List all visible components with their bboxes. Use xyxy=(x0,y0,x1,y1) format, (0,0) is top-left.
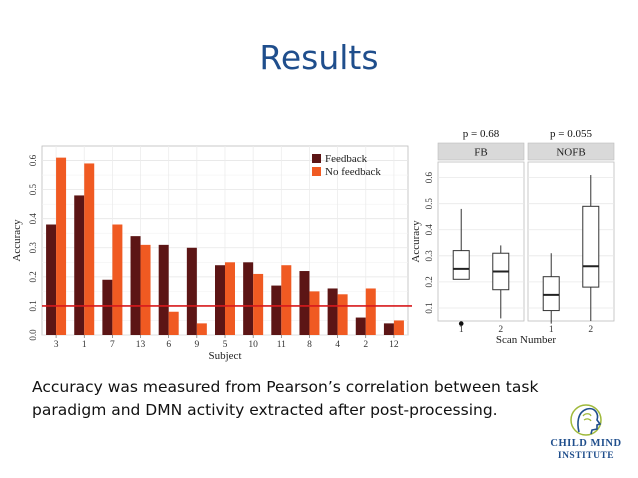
institute-logo: CHILD MIND INSTITUTE xyxy=(543,402,629,464)
bar-feedback xyxy=(299,271,310,335)
facet-strip xyxy=(437,142,525,161)
bar-feedback xyxy=(130,236,141,335)
box-plot-chart: p = 0.68 FB 1 2 p = 0.055 NOFB 1 2 0.1 0.2 0.3 0.4 0… xyxy=(410,128,615,346)
x-tick-label: 13 xyxy=(136,340,146,350)
logo-text-line1: CHILD MIND xyxy=(550,438,622,449)
logo-text-line2: INSTITUTE xyxy=(557,451,615,461)
bar-feedback xyxy=(46,224,57,335)
slide-title: Results xyxy=(259,38,379,77)
y-tick-label: 0.2 xyxy=(28,271,38,282)
bar-feedback xyxy=(158,244,169,335)
bar-feedback xyxy=(74,195,85,335)
head-profile-icon xyxy=(570,404,602,436)
bar-feedback xyxy=(327,288,338,335)
bar-no-feedback xyxy=(253,273,264,335)
box-outlier xyxy=(458,321,464,326)
panel-area xyxy=(527,161,615,322)
bar-feedback xyxy=(243,262,254,335)
p-value-label: p = 0.055 xyxy=(550,128,592,140)
legend-label: Feedback xyxy=(325,153,368,165)
bar-no-feedback xyxy=(168,311,179,335)
x-tick-label: 2 xyxy=(363,340,368,350)
box xyxy=(542,276,560,312)
x-tick-label: 11 xyxy=(277,340,286,350)
x-tick-label: 1 xyxy=(549,325,554,335)
bar-no-feedback xyxy=(56,157,67,335)
p-value-label: p = 0.68 xyxy=(463,128,500,140)
bar-no-feedback xyxy=(140,244,151,335)
panel-area xyxy=(437,161,525,322)
bar-feedback xyxy=(383,323,394,335)
slide-caption: Accuracy was measured from Pearson’s cor… xyxy=(32,378,539,419)
legend-swatch xyxy=(312,154,321,163)
bar-no-feedback xyxy=(196,323,207,335)
x-tick-label: 1 xyxy=(82,340,87,350)
y-tick-label: 0.1 xyxy=(28,300,38,311)
y-tick-label: 0.5 xyxy=(28,183,38,195)
legend-label: No feedback xyxy=(325,166,381,178)
bar-feedback xyxy=(215,265,225,335)
x-tick-label: 6 xyxy=(166,340,171,350)
x-tick-label: 2 xyxy=(498,325,503,335)
bar-no-feedback xyxy=(225,262,235,335)
x-tick-label: 1 xyxy=(459,325,464,335)
bar-no-feedback xyxy=(337,294,348,335)
bar-no-feedback xyxy=(365,288,376,335)
x-tick-label: 8 xyxy=(307,340,312,350)
bar-feedback xyxy=(355,317,366,335)
x-tick-label: 12 xyxy=(389,340,399,350)
x-tick-label: 2 xyxy=(588,325,593,335)
bar-no-feedback xyxy=(393,320,404,335)
box xyxy=(582,205,600,288)
y-tick-label: 0.3 xyxy=(28,242,38,254)
y-tick-label: 0.3 xyxy=(424,250,434,262)
bar-feedback xyxy=(186,247,197,335)
y-tick-label: 0.6 xyxy=(28,154,38,166)
bar-no-feedback xyxy=(84,163,95,335)
facet-strip xyxy=(527,142,615,161)
x-tick-label: 10 xyxy=(248,340,258,350)
x-axis-label: Subject xyxy=(209,350,242,362)
box xyxy=(452,250,470,280)
y-tick-label: 0.5 xyxy=(424,198,434,210)
x-tick-label: 5 xyxy=(223,340,228,350)
y-tick-label: 0.2 xyxy=(424,276,434,287)
bar-no-feedback xyxy=(112,224,123,335)
facet-strip-label: FB xyxy=(474,147,487,159)
y-axis-label: Accuracy xyxy=(11,219,23,262)
x-axis-label: Scan Number xyxy=(496,334,557,346)
y-tick-label: 0.4 xyxy=(28,213,38,225)
bar-feedback xyxy=(102,279,113,335)
legend-swatch xyxy=(312,167,321,176)
y-tick-label: 0.4 xyxy=(424,224,434,236)
y-tick-label: 0.0 xyxy=(28,329,38,341)
bar-no-feedback xyxy=(309,291,320,335)
bar-feedback xyxy=(271,285,282,335)
bar-no-feedback xyxy=(281,265,292,335)
y-axis-label: Accuracy xyxy=(410,220,422,263)
y-tick-label: 0.1 xyxy=(424,302,434,313)
y-tick-label: 0.6 xyxy=(424,172,434,184)
x-tick-label: 4 xyxy=(335,340,340,350)
bar-chart: 0.0 0.1 0.2 0.3 0.4 0.5 0.6 3 1 7 13 6 9 5 10 11 8 4 2 12 Su… xyxy=(11,145,412,362)
facet-strip-label: NOFB xyxy=(556,147,585,159)
x-tick-label: 3 xyxy=(54,340,59,350)
x-tick-label: 9 xyxy=(194,340,199,350)
x-tick-label: 7 xyxy=(110,340,115,350)
